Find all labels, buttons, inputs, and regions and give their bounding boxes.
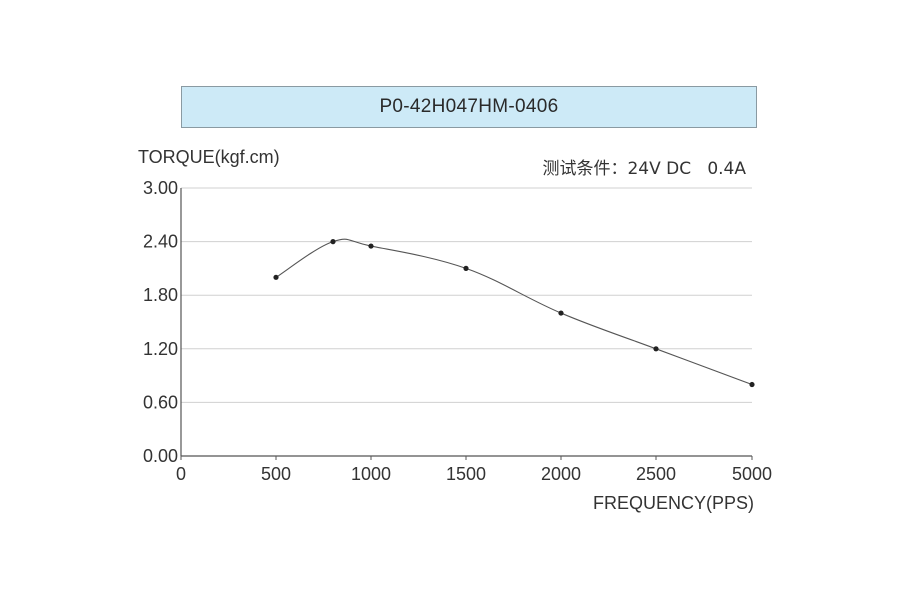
data-point-5000 [749,381,755,388]
y-tick-label-0.60: 0.60 [143,392,178,412]
x-tick-label-0: 0 [176,464,186,484]
data-point-500 [273,274,279,280]
x-tick-label-2000: 2000 [541,464,581,484]
x-tick-label-2500: 2500 [636,464,676,484]
x-tick-label-5000: 5000 [732,464,772,484]
data-point-2500 [653,346,659,352]
data-point-800 [330,239,336,245]
x-tick-label-1000: 1000 [351,464,391,484]
y-tick-label-1.80: 1.80 [143,285,178,305]
data-point-1500 [463,265,469,271]
test-condition-label: 测试条件：24V DC 0.4A [542,159,746,179]
y-tick-label-1.20: 1.20 [143,339,178,359]
data-point-1000 [368,243,374,249]
torque-curve-line [275,238,753,386]
y-tick-label-2.40: 2.40 [143,232,178,252]
y-axis-label: TORQUE(kgf.cm) [138,147,280,167]
chart-title-banner: P0-42H047HM-0406 [181,86,757,128]
y-tick-label-3.00: 3.00 [143,178,178,198]
data-point-2000 [558,310,564,316]
x-tick-label-500: 500 [261,464,291,484]
x-axis-label: FREQUENCY(PPS) [592,493,754,513]
y-tick-label-0.00: 0.00 [143,446,178,466]
x-tick-label-1500: 1500 [446,464,486,484]
